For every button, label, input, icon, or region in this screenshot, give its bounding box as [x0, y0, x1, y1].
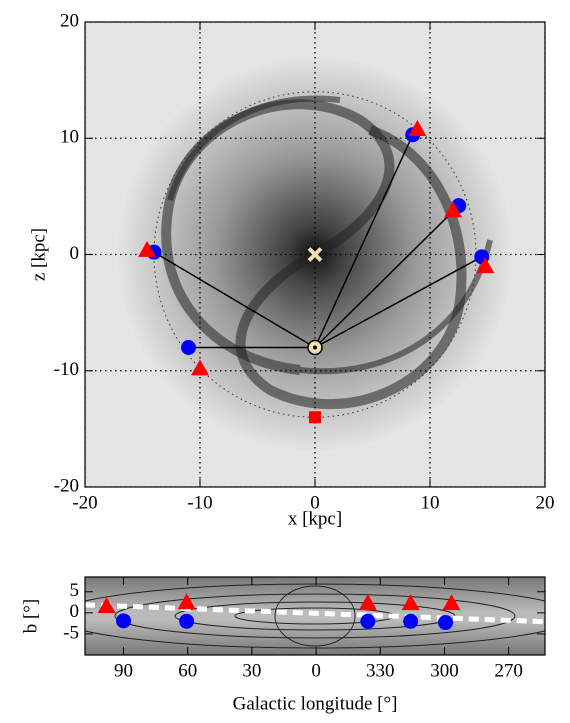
- sightline: [314, 134, 414, 348]
- y-tick-label: -10: [54, 359, 79, 380]
- plot-frame: [84, 21, 546, 488]
- x-tick-label: 300: [430, 660, 459, 681]
- y-tick-label: -20: [54, 475, 79, 496]
- y-axis-label: b [°]: [20, 599, 41, 634]
- plot-content: [85, 22, 545, 487]
- square-marker: [309, 411, 321, 424]
- y-tick-label: 5: [70, 580, 80, 601]
- x-tick-label: 10: [421, 492, 440, 513]
- y-tick-label: 10: [60, 127, 79, 148]
- x-tick-label: -10: [187, 492, 212, 513]
- circle-marker: [360, 613, 376, 629]
- triangle-marker: [177, 593, 196, 610]
- x-tick-label: 270: [494, 660, 523, 681]
- circle-marker: [179, 613, 195, 629]
- y-tick-label: 0: [70, 243, 80, 264]
- y-tick-label: -5: [63, 622, 79, 643]
- triangle-marker: [442, 594, 461, 611]
- x-tick-label: 30: [242, 660, 261, 681]
- y-axis-label: z [kpc]: [28, 228, 49, 281]
- circle-marker: [403, 613, 419, 629]
- triangle-marker: [476, 257, 495, 274]
- y-tick-label: 0: [70, 601, 80, 622]
- triangle-marker: [401, 594, 420, 611]
- x-axis-label: x [kpc]: [288, 508, 342, 529]
- x-tick-label: 20: [536, 492, 555, 513]
- triangle-marker: [138, 240, 157, 257]
- triangle-marker: [358, 594, 377, 611]
- y-tick-label: 20: [60, 10, 79, 31]
- sightline: [314, 205, 460, 349]
- circle-marker: [438, 615, 454, 631]
- x-tick-label: 90: [114, 660, 133, 681]
- sun-dot: [313, 345, 317, 350]
- x-tick-label: -20: [72, 492, 97, 513]
- dashed-line: [85, 602, 545, 625]
- triangle-marker: [191, 359, 209, 376]
- circle-marker: [116, 613, 132, 629]
- sightline: [153, 251, 316, 349]
- plot-content: [85, 593, 545, 631]
- circle-marker: [181, 340, 196, 355]
- x-tick-label: 0: [310, 492, 320, 513]
- sky-map-image: [85, 577, 545, 655]
- x-tick-label: 0: [311, 660, 321, 681]
- x-tick-label: 330: [366, 660, 395, 681]
- x-tick-label: 60: [178, 660, 197, 681]
- triangle-marker: [408, 119, 427, 136]
- sightline: [314, 256, 483, 349]
- center-marker: [307, 247, 323, 262]
- triangle-marker: [444, 201, 462, 218]
- triangle-marker: [97, 597, 116, 614]
- plot-frame: [84, 576, 546, 656]
- x-axis-label: Galactic longitude [°]: [233, 693, 398, 714]
